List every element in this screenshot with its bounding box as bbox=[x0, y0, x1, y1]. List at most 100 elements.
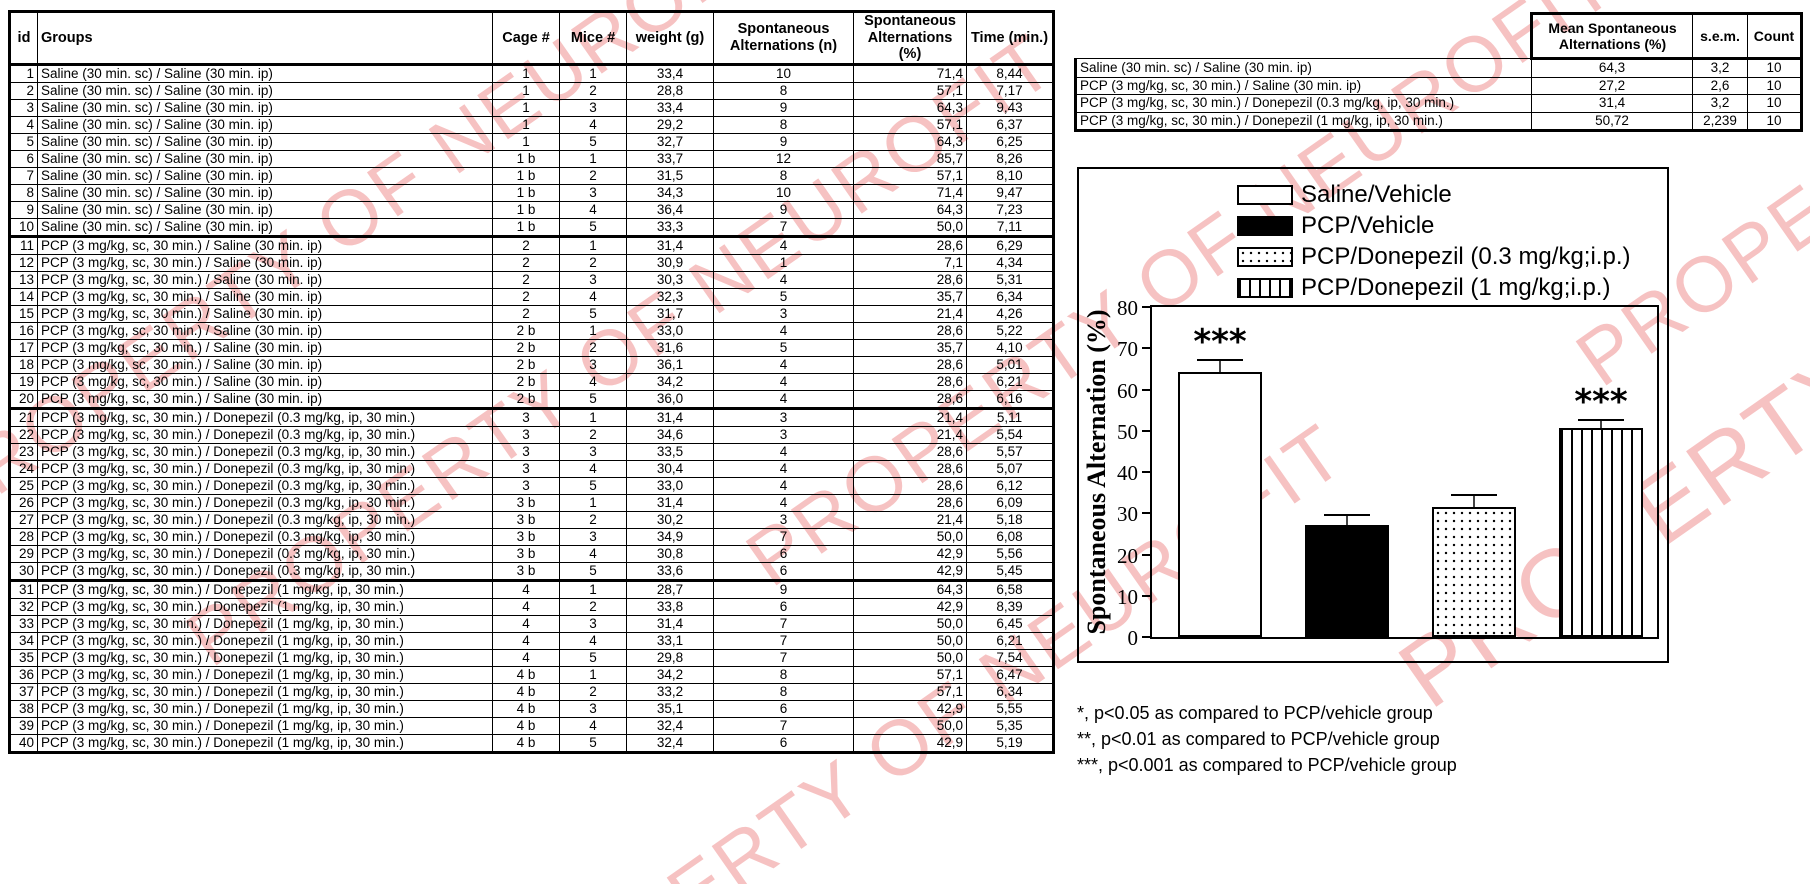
cell-mice: 4 bbox=[559, 717, 627, 736]
cell-group: PCP (3 mg/kg, sc, 30 min.) / Saline (30 … bbox=[37, 254, 493, 273]
cell-group: Saline (30 min. sc) / Saline (30 min. ip… bbox=[37, 201, 493, 220]
cell-mice: 2 bbox=[559, 82, 627, 101]
cell-weight: 28,7 bbox=[626, 580, 714, 600]
header-alternations-pct: Spontaneous Alternations (%) bbox=[853, 10, 967, 67]
header-weight: weight (g) bbox=[626, 10, 714, 67]
cell-time: 5,31 bbox=[966, 271, 1054, 290]
cell-alternations-pct: 57,1 bbox=[853, 666, 967, 685]
y-axis-tick-label: 50 bbox=[1117, 419, 1138, 444]
cell-weight: 30,4 bbox=[626, 460, 714, 479]
table-row: 19 PCP (3 mg/kg, sc, 30 min.) / Saline (… bbox=[9, 373, 1054, 392]
summary-cell-sem: 3,2 bbox=[1692, 58, 1748, 78]
cell-time: 6,25 bbox=[966, 133, 1054, 152]
table-row: 3 Saline (30 min. sc) / Saline (30 min. … bbox=[9, 99, 1054, 118]
cell-weight: 31,4 bbox=[626, 408, 714, 428]
cell-group: PCP (3 mg/kg, sc, 30 min.) / Saline (30 … bbox=[37, 356, 493, 375]
cell-group: PCP (3 mg/kg, sc, 30 min.) / Saline (30 … bbox=[37, 288, 493, 307]
table-row: 24 PCP (3 mg/kg, sc, 30 min.) / Donepezi… bbox=[9, 460, 1054, 479]
y-axis-tick: 20 bbox=[1117, 544, 1152, 568]
cell-group: Saline (30 min. sc) / Saline (30 min. ip… bbox=[37, 150, 493, 169]
cell-time: 6,29 bbox=[966, 236, 1054, 256]
footnote-line: **, p<0.01 as compared to PCP/vehicle gr… bbox=[1077, 729, 1440, 749]
cell-group: PCP (3 mg/kg, sc, 30 min.) / Donepezil (… bbox=[37, 632, 493, 651]
bar-chart-figure: Saline/Vehicle PCP/Vehicle PCP/Donepezil… bbox=[1077, 167, 1669, 663]
cell-id: 22 bbox=[9, 426, 38, 445]
cell-weight: 36,0 bbox=[626, 390, 714, 411]
cell-mice: 3 bbox=[559, 615, 627, 634]
cell-mice: 5 bbox=[559, 305, 627, 324]
y-axis-tick-label: 0 bbox=[1127, 626, 1139, 650]
table-row: 2 Saline (30 min. sc) / Saline (30 min. … bbox=[9, 82, 1054, 101]
cell-id: 17 bbox=[9, 339, 38, 358]
cell-id: 37 bbox=[9, 683, 38, 702]
cell-time: 5,56 bbox=[966, 545, 1054, 564]
cell-alternations-n: 9 bbox=[713, 580, 854, 600]
cell-alternations-n: 4 bbox=[713, 477, 854, 496]
cell-mice: 4 bbox=[559, 201, 627, 220]
table-row: 36 PCP (3 mg/kg, sc, 30 min.) / Donepezi… bbox=[9, 666, 1054, 685]
cell-group: PCP (3 mg/kg, sc, 30 min.) / Donepezil (… bbox=[37, 649, 493, 668]
cell-alternations-n: 12 bbox=[713, 150, 854, 169]
cell-group: Saline (30 min. sc) / Saline (30 min. ip… bbox=[37, 99, 493, 118]
cell-time: 7,11 bbox=[966, 218, 1054, 239]
legend-label: Saline/Vehicle bbox=[1301, 180, 1452, 208]
cell-cage: 2 b bbox=[492, 322, 560, 341]
cell-alternations-pct: 42,9 bbox=[853, 598, 967, 617]
cell-mice: 1 bbox=[559, 322, 627, 341]
cell-group: PCP (3 mg/kg, sc, 30 min.) / Donepezil (… bbox=[37, 477, 493, 496]
significance-stars bbox=[1432, 464, 1516, 490]
cell-weight: 33,6 bbox=[626, 562, 714, 583]
table-row: 13 PCP (3 mg/kg, sc, 30 min.) / Saline (… bbox=[9, 271, 1054, 290]
cell-alternations-n: 4 bbox=[713, 322, 854, 341]
cell-alternations-pct: 50,0 bbox=[853, 632, 967, 651]
table-row: 11 PCP (3 mg/kg, sc, 30 min.) / Saline (… bbox=[9, 236, 1054, 256]
cell-time: 6,58 bbox=[966, 580, 1054, 600]
error-bar bbox=[1197, 358, 1243, 372]
cell-cage: 1 b bbox=[492, 201, 560, 220]
cell-alternations-pct: 28,6 bbox=[853, 373, 967, 392]
cell-alternations-n: 4 bbox=[713, 460, 854, 479]
cell-time: 4,26 bbox=[966, 305, 1054, 324]
cell-time: 5,11 bbox=[966, 408, 1054, 428]
cell-mice: 3 bbox=[559, 99, 627, 118]
cell-mice: 5 bbox=[559, 390, 627, 411]
cell-cage: 1 b bbox=[492, 150, 560, 169]
cell-cage: 2 bbox=[492, 288, 560, 307]
header-cage: Cage # bbox=[492, 10, 560, 67]
legend-swatch bbox=[1237, 215, 1293, 236]
cell-weight: 33,4 bbox=[626, 64, 714, 84]
cell-id: 38 bbox=[9, 700, 38, 719]
table-row: 23 PCP (3 mg/kg, sc, 30 min.) / Donepezi… bbox=[9, 443, 1054, 462]
cell-cage: 3 b bbox=[492, 511, 560, 530]
cell-mice: 3 bbox=[559, 528, 627, 547]
legend-label: PCP/Vehicle bbox=[1301, 211, 1435, 239]
summary-cell-count: 10 bbox=[1747, 94, 1803, 113]
cell-mice: 1 bbox=[559, 494, 627, 513]
cell-alternations-n: 8 bbox=[713, 666, 854, 685]
cell-group: PCP (3 mg/kg, sc, 30 min.) / Saline (30 … bbox=[37, 373, 493, 392]
header-groups: Groups bbox=[37, 10, 493, 67]
y-axis-tick: 70 bbox=[1117, 337, 1152, 361]
cell-mice: 5 bbox=[559, 477, 627, 496]
cell-time: 6,34 bbox=[966, 288, 1054, 307]
summary-cell-mean: 27,2 bbox=[1531, 76, 1693, 95]
cell-cage: 3 bbox=[492, 460, 560, 479]
cell-cage: 3 b bbox=[492, 494, 560, 513]
cell-alternations-pct: 57,1 bbox=[853, 82, 967, 101]
summary-cell-count: 10 bbox=[1747, 58, 1803, 78]
cell-time: 5,57 bbox=[966, 443, 1054, 462]
legend-swatch bbox=[1237, 277, 1293, 298]
summary-cell-group: PCP (3 mg/kg, sc, 30 min.) / Donepezil (… bbox=[1074, 94, 1532, 113]
cell-time: 8,26 bbox=[966, 150, 1054, 169]
header-alternations-n: Spontaneous Alternations (n) bbox=[713, 10, 854, 67]
error-bar bbox=[1578, 418, 1624, 429]
y-axis-tick-label: 40 bbox=[1117, 461, 1138, 485]
summary-cell-sem: 2,239 bbox=[1692, 111, 1748, 132]
cell-weight: 31,6 bbox=[626, 339, 714, 358]
legend-swatch bbox=[1237, 184, 1293, 205]
cell-id: 5 bbox=[9, 133, 38, 152]
cell-alternations-n: 9 bbox=[713, 99, 854, 118]
cell-cage: 1 b bbox=[492, 218, 560, 239]
cell-weight: 33,0 bbox=[626, 477, 714, 496]
cell-group: PCP (3 mg/kg, sc, 30 min.) / Donepezil (… bbox=[37, 494, 493, 513]
